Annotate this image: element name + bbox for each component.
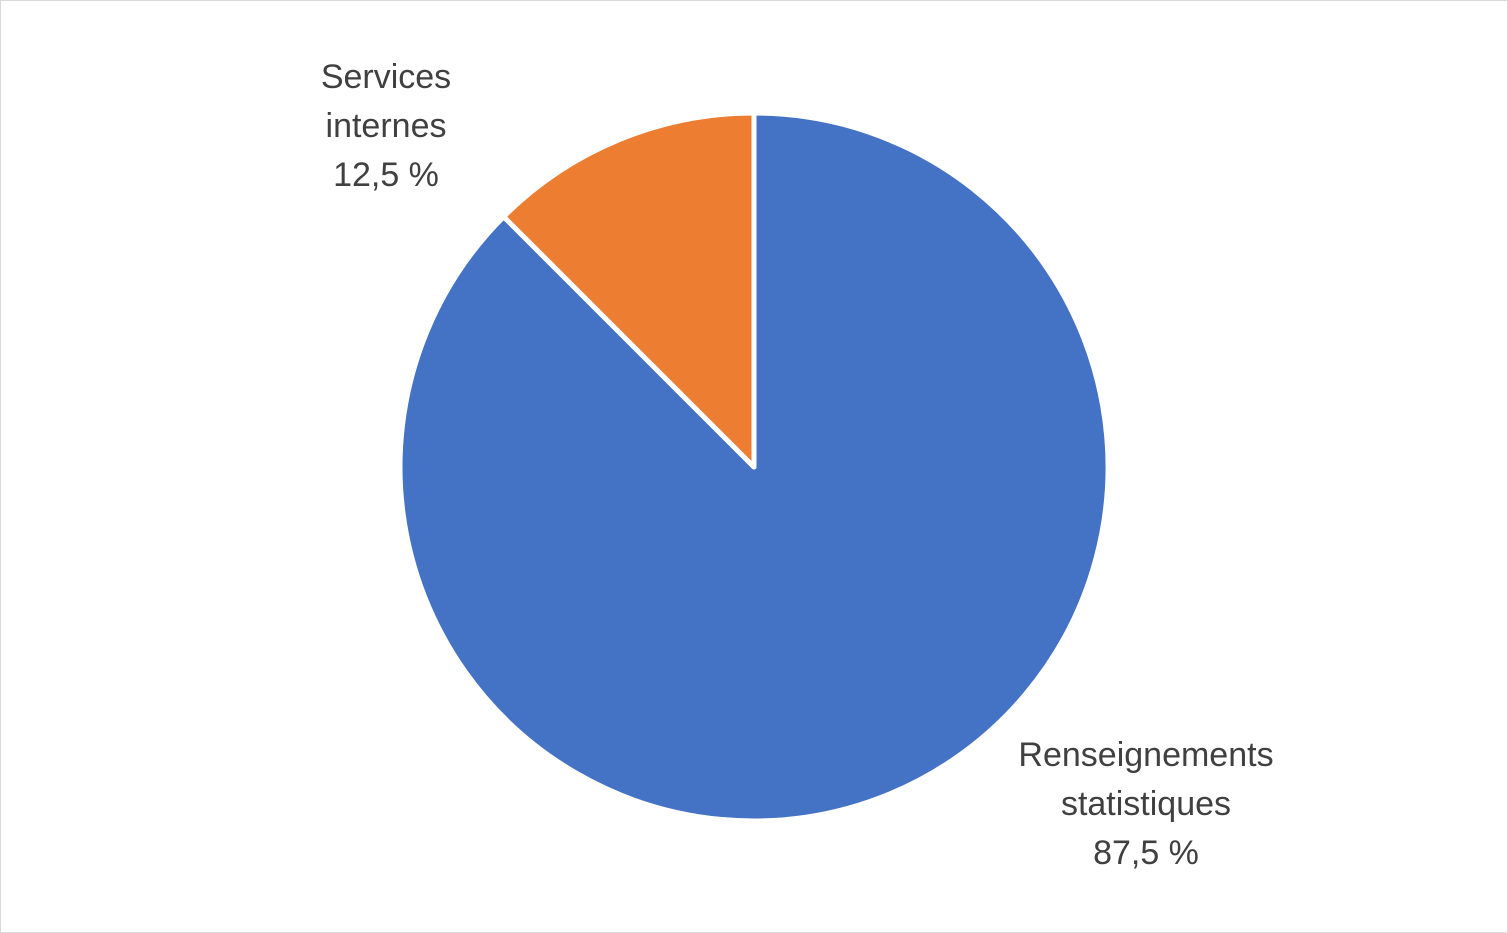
label-services-internes: Services internes 12,5 %: [271, 53, 501, 200]
label-renseignements-line-1: Renseignements: [1018, 736, 1274, 774]
pie-slice-services-internes: [501, 110, 757, 470]
label-renseignements-value: 87,5 %: [1093, 834, 1199, 872]
label-services-internes-line-1: Services: [320, 58, 452, 96]
label-services-internes-value: 12,5 %: [333, 156, 439, 194]
label-renseignements-line-2: statistiques: [1060, 785, 1232, 823]
pie-slice-renseignements-statistiques: [397, 110, 1111, 824]
label-renseignements-statistiques: Renseignements statistiques 87,5 %: [991, 731, 1301, 878]
label-services-internes-line-2: internes: [325, 107, 447, 145]
